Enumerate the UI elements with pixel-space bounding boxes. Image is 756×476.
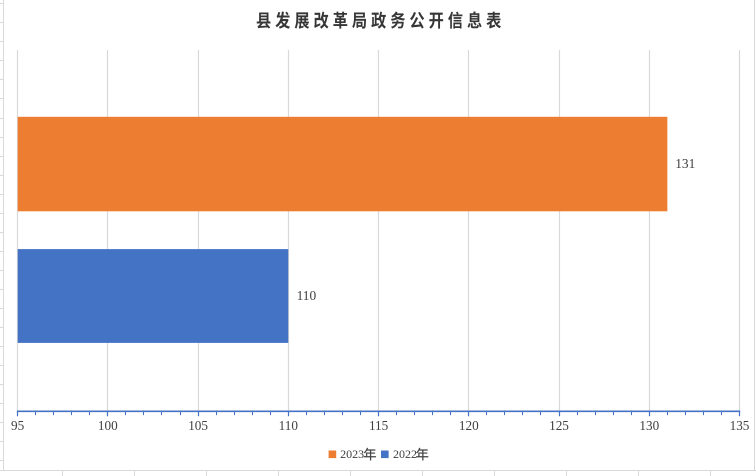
svg-text:2023: 2023 — [340, 447, 364, 461]
svg-text:95: 95 — [11, 418, 25, 433]
svg-text:130: 130 — [639, 418, 659, 433]
svg-text:135: 135 — [730, 418, 750, 433]
svg-text:100: 100 — [98, 418, 118, 433]
svg-text:110: 110 — [279, 418, 299, 433]
svg-text:131: 131 — [675, 156, 695, 171]
svg-text:120: 120 — [459, 418, 479, 433]
svg-text:115: 115 — [369, 418, 389, 433]
svg-text:2022: 2022 — [393, 447, 417, 461]
svg-text:125: 125 — [549, 418, 569, 433]
svg-text:105: 105 — [188, 418, 208, 433]
svg-text:110: 110 — [297, 288, 317, 303]
